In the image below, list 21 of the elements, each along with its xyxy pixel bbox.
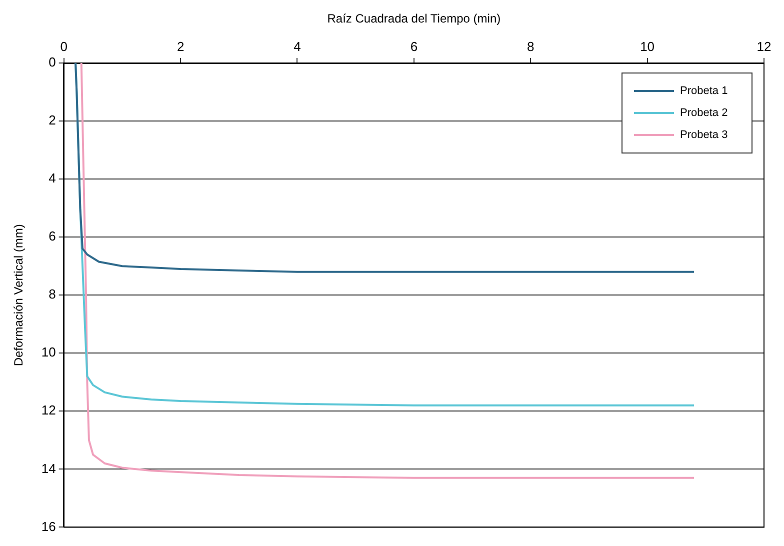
legend-label: Probeta 1 xyxy=(680,85,728,98)
y-tick-label: 6 xyxy=(48,228,56,244)
y-tick-label: 10 xyxy=(41,344,56,360)
x-tick-label: 2 xyxy=(176,38,184,54)
y-tick-label: 8 xyxy=(48,286,56,302)
y-tick-label: 0 xyxy=(48,54,56,70)
x-tick-label: 12 xyxy=(756,38,772,54)
x-tick-label: 4 xyxy=(294,38,301,54)
x-tick-label: 6 xyxy=(410,38,418,54)
y-tick-label: 12 xyxy=(41,402,56,418)
y-tick-label: 16 xyxy=(41,518,56,534)
x-tick-label: 10 xyxy=(640,38,655,54)
y-tick-label: 4 xyxy=(48,170,56,186)
legend-label: Probeta 3 xyxy=(680,129,728,142)
y-tick-label: 14 xyxy=(41,460,56,476)
x-tick-label: 0 xyxy=(60,38,68,54)
y-tick-label: 2 xyxy=(48,112,56,128)
x-axis-title: Raíz Cuadrada del Tiempo (min) xyxy=(327,12,501,26)
legend-label: Probeta 2 xyxy=(680,107,728,120)
x-tick-label: 8 xyxy=(527,38,534,54)
y-axis-title: Deformación Vertical (mm) xyxy=(12,224,26,366)
